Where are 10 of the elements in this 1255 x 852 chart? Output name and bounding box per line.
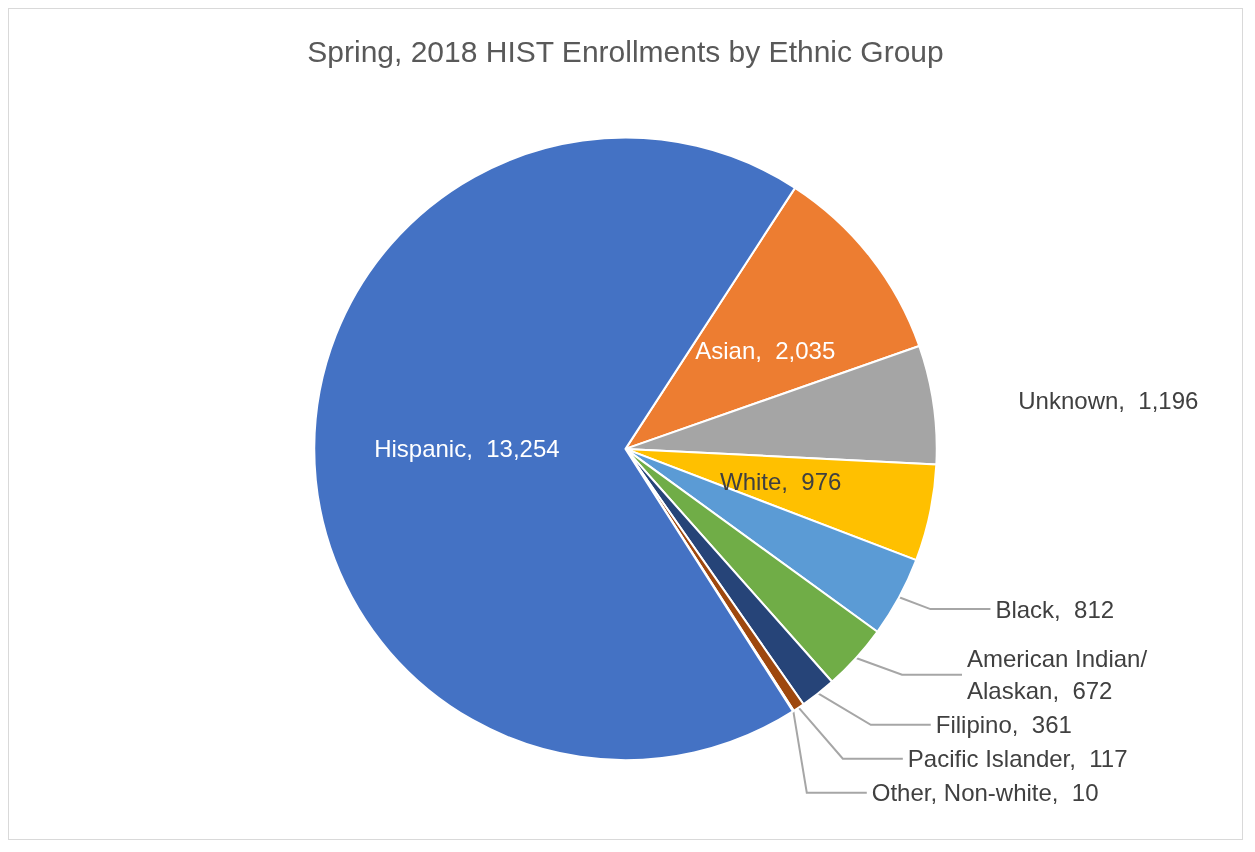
slice-label: Asian, 2,035	[695, 337, 836, 365]
slice-label: Filipino, 361	[935, 711, 1072, 739]
slice-label: White, 976	[720, 468, 842, 496]
slice-label: American Indian/Alaskan, 672	[967, 645, 1148, 705]
chart-title: Spring, 2018 HIST Enrollments by Ethnic Group	[307, 34, 944, 68]
slice-label: Other, Non-white, 10	[871, 779, 1099, 807]
slice-label: Unknown, 1,196	[1018, 387, 1199, 415]
slice-label: Black, 812	[995, 595, 1115, 623]
slice-label: Pacific Islander, 117	[907, 745, 1128, 773]
slice-label: Hispanic, 13,254	[374, 434, 560, 462]
